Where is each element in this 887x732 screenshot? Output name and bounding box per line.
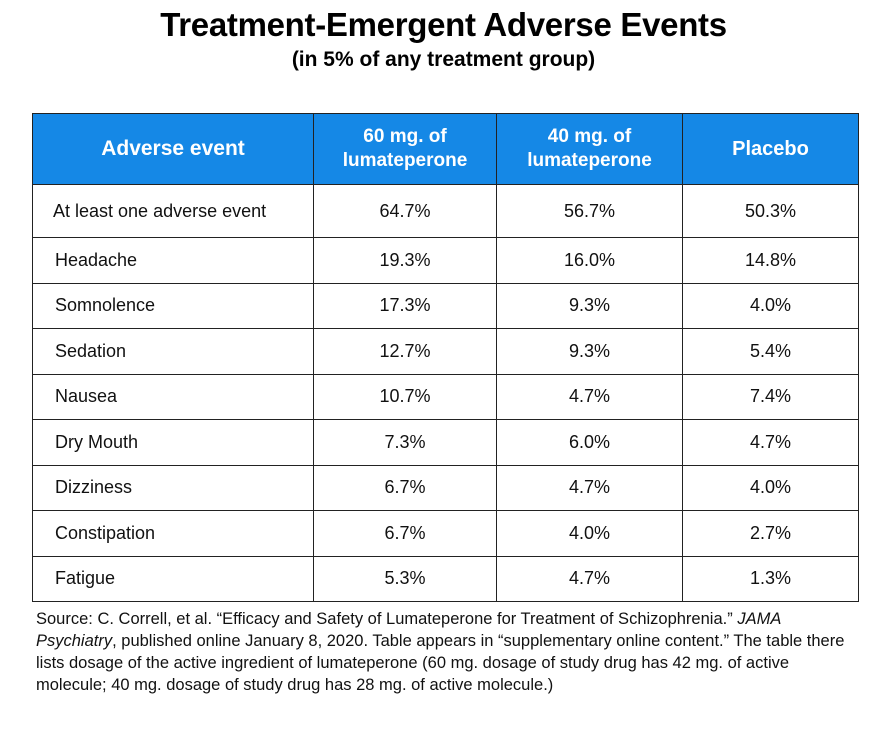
table-row: Somnolence 17.3% 9.3% 4.0% xyxy=(32,282,859,329)
cell-60mg: 64.7% xyxy=(313,184,497,238)
table-row: Dry Mouth 7.3% 6.0% 4.7% xyxy=(32,419,859,466)
cell-60mg: 12.7% xyxy=(313,328,497,375)
header-40mg: 40 mg. of lumateperone xyxy=(496,113,683,185)
cell-placebo: 50.3% xyxy=(682,184,859,238)
cell-40mg: 6.0% xyxy=(496,419,683,466)
source-note: Source: C. Correll, et al. “Efficacy and… xyxy=(36,608,862,696)
cell-40mg: 4.7% xyxy=(496,373,683,420)
cell-60mg: 7.3% xyxy=(313,419,497,466)
cell-placebo: 1.3% xyxy=(682,555,859,602)
cell-placebo: 4.0% xyxy=(682,282,859,329)
header-60mg: 60 mg. of lumateperone xyxy=(313,113,497,185)
table-row: Constipation 6.7% 4.0% 2.7% xyxy=(32,510,859,557)
cell-placebo: 4.7% xyxy=(682,419,859,466)
cell-event: Headache xyxy=(32,237,314,284)
cell-40mg: 56.7% xyxy=(496,184,683,238)
cell-40mg: 4.0% xyxy=(496,510,683,557)
cell-60mg: 6.7% xyxy=(313,510,497,557)
table-row: Sedation 12.7% 9.3% 5.4% xyxy=(32,328,859,375)
cell-60mg: 10.7% xyxy=(313,373,497,420)
cell-event: Sedation xyxy=(32,328,314,375)
cell-40mg: 9.3% xyxy=(496,328,683,375)
header-adverse-event: Adverse event xyxy=(32,113,314,185)
table-row: Fatigue 5.3% 4.7% 1.3% xyxy=(32,555,859,602)
cell-60mg: 17.3% xyxy=(313,282,497,329)
header-60mg-line2: lumateperone xyxy=(342,150,468,171)
cell-40mg: 16.0% xyxy=(496,237,683,284)
cell-placebo: 4.0% xyxy=(682,464,859,511)
cell-event: Somnolence xyxy=(32,282,314,329)
cell-placebo: 5.4% xyxy=(682,328,859,375)
page-subtitle: (in 5% of any treatment group) xyxy=(291,48,596,71)
table-header-row: Adverse event 60 mg. of lumateperone 40 … xyxy=(32,113,859,185)
cell-60mg: 6.7% xyxy=(313,464,497,511)
cell-event: Dizziness xyxy=(32,464,314,511)
header-placebo: Placebo xyxy=(682,113,859,185)
header-40mg-line2: lumateperone xyxy=(527,150,652,171)
table-row: Nausea 10.7% 4.7% 7.4% xyxy=(32,373,859,420)
page-title: Treatment-Emergent Adverse Events xyxy=(160,6,727,43)
source-text-part1: Source: C. Correll, et al. “Efficacy and… xyxy=(36,610,733,628)
cell-event: Dry Mouth xyxy=(32,419,314,466)
header-40mg-line1: 40 mg. of xyxy=(547,126,632,147)
table-row: Headache 19.3% 16.0% 14.8% xyxy=(32,237,859,284)
cell-event: Nausea xyxy=(32,373,314,420)
cell-event: Constipation xyxy=(32,510,314,557)
source-journal-name: JAMA Psychiatry xyxy=(36,610,781,650)
cell-40mg: 4.7% xyxy=(496,464,683,511)
cell-event: Fatigue xyxy=(32,555,314,602)
cell-40mg: 4.7% xyxy=(496,555,683,602)
table-row: Dizziness 6.7% 4.7% 4.0% xyxy=(32,464,859,511)
cell-event: At least one adverse event xyxy=(32,184,314,238)
cell-placebo: 7.4% xyxy=(682,373,859,420)
cell-60mg: 19.3% xyxy=(313,237,497,284)
cell-placebo: 14.8% xyxy=(682,237,859,284)
cell-60mg: 5.3% xyxy=(313,555,497,602)
adverse-events-table: Adverse event 60 mg. of lumateperone 40 … xyxy=(32,113,859,602)
header-60mg-line1: 60 mg. of xyxy=(363,126,447,147)
cell-placebo: 2.7% xyxy=(682,510,859,557)
source-text-part2: , published online January 8, 2020. Tabl… xyxy=(36,632,845,694)
cell-40mg: 9.3% xyxy=(496,282,683,329)
table-row: At least one adverse event 64.7% 56.7% 5… xyxy=(32,184,859,238)
